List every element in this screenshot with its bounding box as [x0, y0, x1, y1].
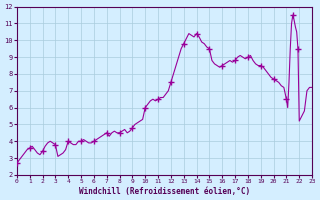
X-axis label: Windchill (Refroidissement éolien,°C): Windchill (Refroidissement éolien,°C)	[79, 187, 250, 196]
